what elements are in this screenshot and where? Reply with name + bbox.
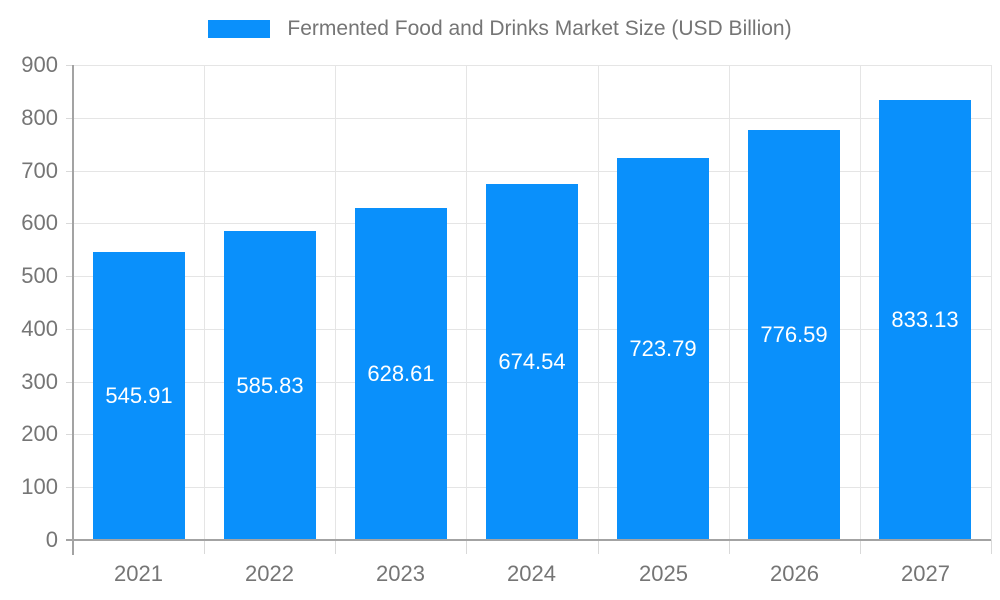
y-axis-tick-label: 0: [45, 527, 58, 552]
bar-2025[interactable]: [617, 158, 709, 540]
bar-value-label: 723.79: [629, 336, 697, 361]
x-tick-mark: [729, 540, 730, 554]
bar-value-label: 585.83: [236, 373, 304, 398]
x-gridline: [991, 65, 992, 540]
bar-value-label: 776.59: [760, 322, 828, 347]
y-tick-mark: [66, 487, 73, 488]
y-gridline: [73, 171, 991, 172]
y-tick-mark: [66, 382, 73, 383]
y-tick-mark: [66, 171, 73, 172]
x-gridline: [729, 65, 730, 540]
bar-2023[interactable]: [355, 208, 447, 540]
y-axis-tick-label: 700: [21, 158, 58, 183]
x-tick-mark: [466, 540, 467, 554]
x-axis-tick-label: 2023: [376, 561, 425, 586]
y-axis-tick-label: 600: [21, 210, 58, 235]
bar-value-label: 545.91: [105, 383, 173, 408]
x-gridline: [860, 65, 861, 540]
y-axis-tick-label: 100: [21, 474, 58, 499]
x-gridline: [598, 65, 599, 540]
y-axis-tick-label: 300: [21, 369, 58, 394]
y-tick-mark: [66, 118, 73, 119]
x-tick-mark: [991, 540, 992, 554]
chart-legend[interactable]: Fermented Food and Drinks Market Size (U…: [0, 14, 1000, 44]
bar-2021[interactable]: [93, 252, 185, 540]
x-axis-tick-label: 2025: [639, 561, 688, 586]
y-axis-tick-label: 200: [21, 421, 58, 446]
x-tick-mark: [598, 540, 599, 554]
x-tick-mark: [860, 540, 861, 554]
legend-swatch-icon: [208, 20, 271, 38]
y-tick-mark: [66, 223, 73, 224]
x-axis-tick-label: 2027: [901, 561, 950, 586]
y-axis-tick-label: 400: [21, 316, 58, 341]
y-tick-mark: [66, 329, 73, 330]
y-axis-tick-label: 900: [21, 52, 58, 77]
y-tick-mark: [66, 434, 73, 435]
legend-label: Fermented Food and Drinks Market Size (U…: [287, 17, 792, 40]
x-tick-mark: [335, 540, 336, 554]
bar-2027[interactable]: [879, 100, 971, 540]
x-axis-tick-label: 2024: [507, 561, 556, 586]
bar-value-label: 833.13: [891, 307, 959, 332]
y-axis-tick-label: 800: [21, 105, 58, 130]
y-tick-mark: [66, 65, 73, 66]
x-axis-line: [66, 539, 991, 541]
y-gridline: [73, 65, 991, 66]
y-tick-mark: [66, 276, 73, 277]
x-gridline: [204, 65, 205, 540]
y-gridline: [73, 118, 991, 119]
x-tick-mark: [204, 540, 205, 554]
bar-2022[interactable]: [224, 231, 316, 540]
bar-2024[interactable]: [486, 184, 578, 540]
bar-2026[interactable]: [748, 130, 840, 540]
x-axis-tick-label: 2026: [770, 561, 819, 586]
y-axis-tick-label: 500: [21, 263, 58, 288]
x-gridline: [335, 65, 336, 540]
y-axis-line: [72, 65, 74, 555]
bar-value-label: 674.54: [498, 349, 566, 374]
bar-value-label: 628.61: [367, 361, 435, 386]
x-axis-tick-label: 2022: [245, 561, 294, 586]
x-axis-tick-label: 2021: [114, 561, 163, 586]
x-gridline: [466, 65, 467, 540]
